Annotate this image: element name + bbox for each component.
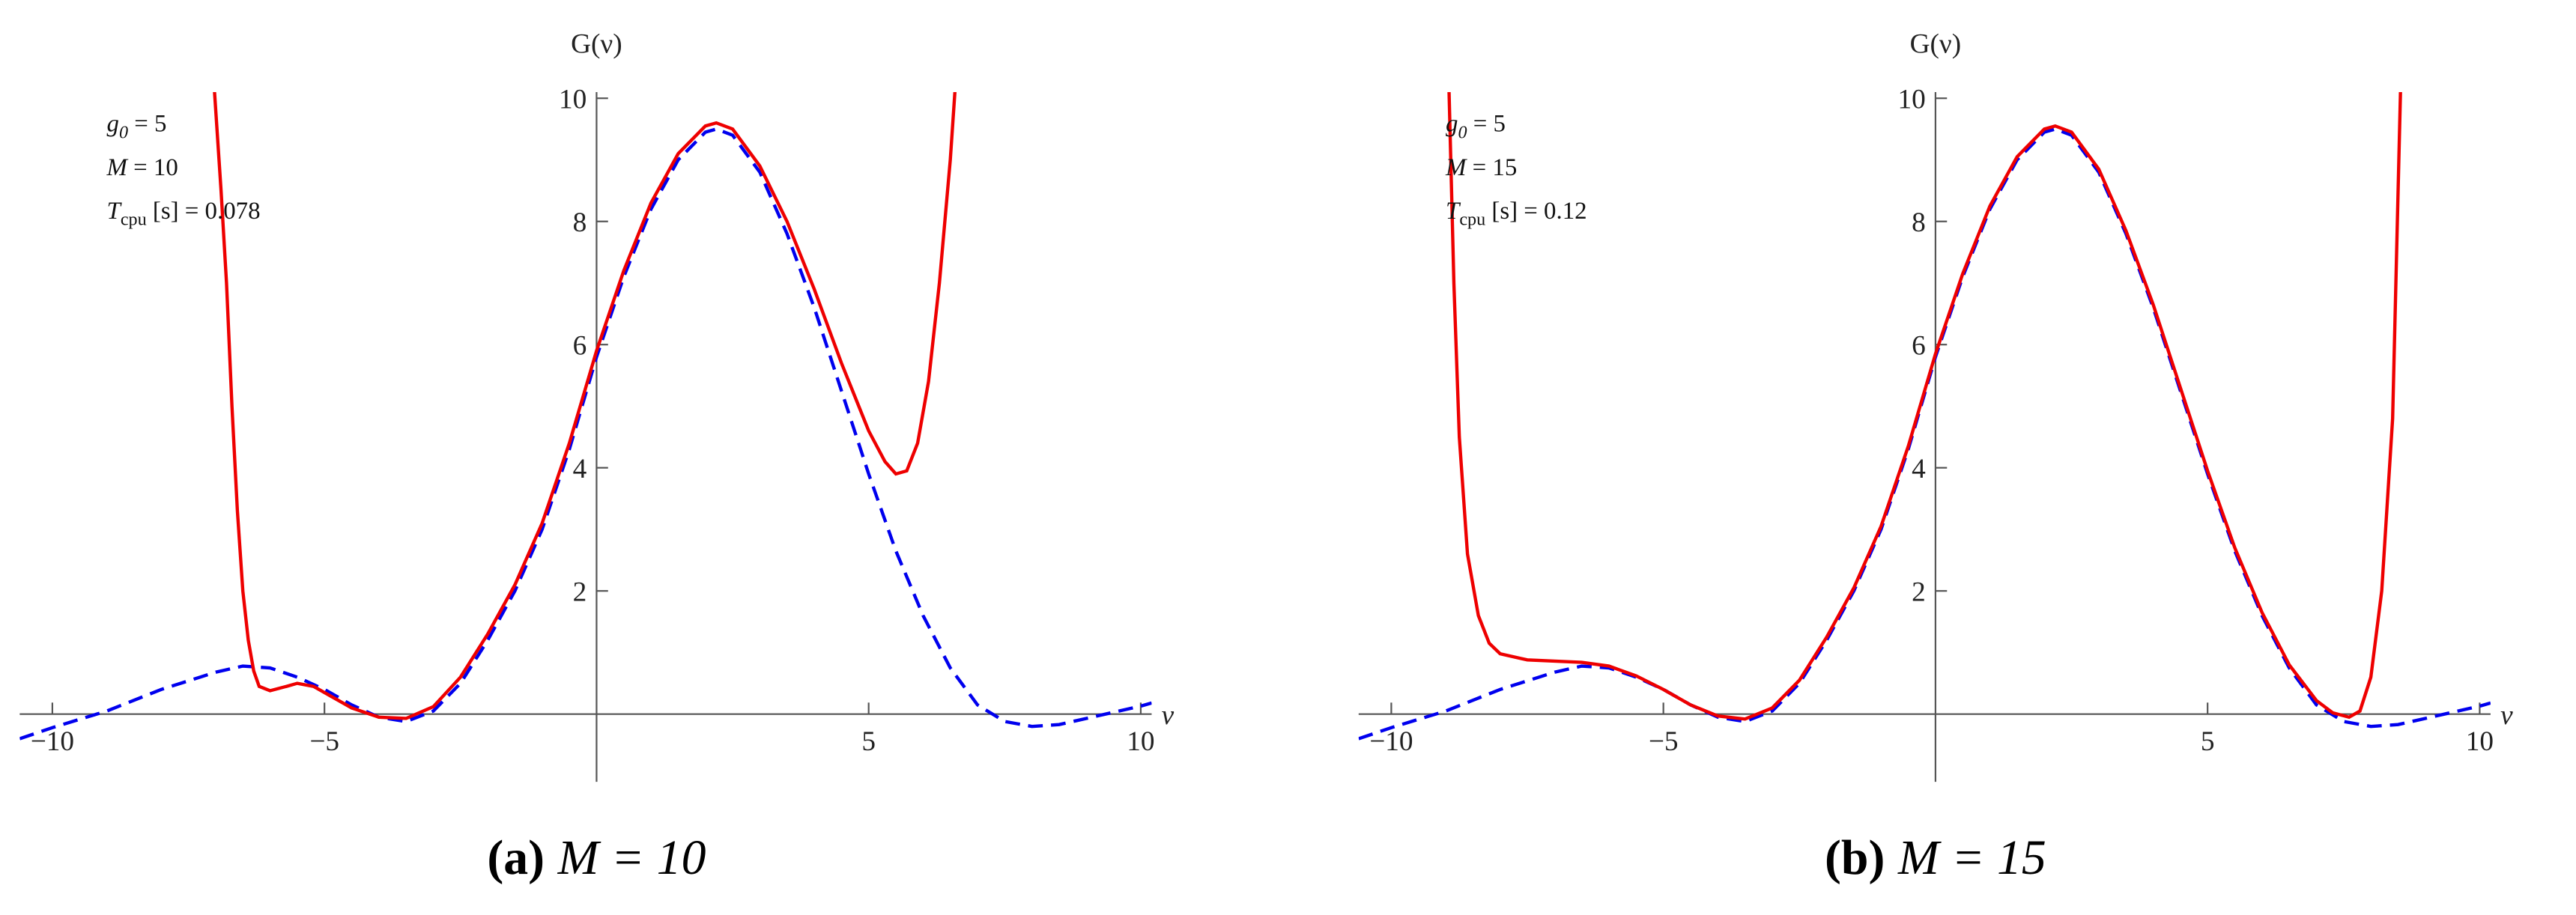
series-line — [19, 127, 1152, 741]
caption-tag: (b) — [1825, 830, 1885, 885]
y-tick-label: 6 — [573, 330, 587, 361]
y-tick-label: 4 — [573, 454, 587, 484]
x-tick-label: −5 — [309, 726, 339, 757]
annotation-value: [s] = 0.078 — [147, 198, 261, 225]
x-tick-label: −5 — [1649, 726, 1679, 757]
y-tick-label: 4 — [1912, 454, 1926, 484]
x-axis-label: ν — [1162, 700, 1175, 731]
annotation-symbol: g — [107, 111, 119, 138]
annotation: M = 15 — [1445, 154, 1517, 181]
caption: (b) M = 15 — [1825, 830, 2046, 885]
annotation: Tcpu [s] = 0.12 — [1446, 198, 1587, 230]
annotation: Tcpu [s] = 0.078 — [107, 198, 261, 230]
y-axis-label: G(ν) — [571, 28, 622, 59]
caption-tag: (a) — [487, 830, 545, 885]
caption-text: M = 10 — [557, 830, 706, 885]
annotation-value: = 10 — [127, 154, 178, 181]
y-tick-label: 10 — [1897, 84, 1925, 115]
annotation-sub: cpu — [121, 210, 147, 230]
annotation-symbol: M — [1445, 154, 1467, 181]
x-tick-label: −10 — [1369, 726, 1413, 757]
annotation-value: = 5 — [128, 111, 166, 138]
x-tick-label: −10 — [31, 726, 74, 757]
y-axis-label: G(ν) — [1910, 28, 1962, 59]
annotation-sub: 0 — [119, 123, 128, 142]
caption: (a) M = 10 — [487, 830, 706, 885]
annotation-symbol: T — [1446, 198, 1461, 225]
y-tick-label: 2 — [573, 577, 587, 607]
annotation-symbol: M — [106, 154, 129, 181]
y-tick-label: 10 — [559, 84, 587, 115]
annotation-value: = 15 — [1466, 154, 1517, 181]
y-tick-label: 8 — [1912, 207, 1926, 238]
x-tick-label: 5 — [2201, 726, 2215, 757]
caption-text: M = 15 — [1897, 830, 2046, 885]
annotation-symbol: g — [1446, 111, 1458, 138]
y-tick-label: 2 — [1912, 577, 1926, 607]
annotation: g0 = 5 — [1446, 111, 1506, 143]
annotation-value: [s] = 0.12 — [1485, 198, 1586, 225]
x-axis-label: ν — [2500, 700, 2513, 731]
annotation: g0 = 5 — [107, 111, 167, 143]
y-tick-label: 8 — [573, 207, 587, 238]
annotation-sub: cpu — [1459, 210, 1485, 230]
annotation: M = 10 — [106, 154, 178, 181]
series-line — [1447, 92, 2402, 721]
annotation-symbol: T — [107, 198, 123, 225]
x-tick-label: 5 — [861, 726, 876, 757]
annotation-value: = 5 — [1467, 111, 1506, 138]
x-tick-label: 10 — [2466, 726, 2494, 757]
series-line — [213, 92, 957, 720]
annotation-sub: 0 — [1458, 123, 1467, 142]
x-tick-label: 10 — [1127, 726, 1154, 757]
y-tick-label: 6 — [1912, 330, 1926, 361]
